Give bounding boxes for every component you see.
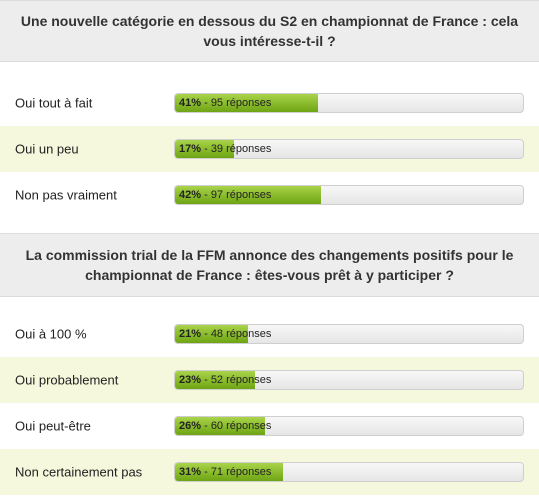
result-count: 48 réponses — [210, 328, 272, 340]
result-bar: 26% - 60 réponses — [174, 416, 524, 436]
option-label: Oui probablement — [15, 372, 119, 388]
result-percent: 17% — [179, 143, 202, 155]
result-bar: 42% - 97 réponses — [174, 185, 524, 205]
result-bar-fill — [175, 186, 322, 204]
result-percent: 42% — [179, 189, 202, 201]
poll-2-question: La commission trial de la FFM annonce de… — [0, 233, 539, 297]
option-label: Oui peut-être — [15, 418, 91, 434]
result-bar-fill — [175, 94, 318, 112]
result-text: 42% - 97 réponses — [179, 189, 272, 201]
result-bar-fill — [175, 371, 256, 389]
result-percent: 26% — [179, 420, 202, 432]
option-label: Oui tout à fait — [15, 95, 93, 111]
result-count: 95 réponses — [210, 97, 272, 109]
result-percent: 31% — [179, 466, 202, 478]
poll-2-option-2: Oui probablement 23% - 52 réponses — [0, 357, 539, 403]
poll-2-question-text: La commission trial de la FFM annonce de… — [25, 247, 514, 283]
result-text: 31% - 71 réponses — [179, 466, 272, 478]
poll-1-question-text: Une nouvelle catégorie en dessous du S2 … — [20, 13, 519, 49]
option-label: Non certainement pas — [15, 464, 143, 480]
poll-1-option-1: Oui tout à fait 41% - 95 réponses — [0, 80, 539, 126]
result-percent: 41% — [179, 97, 202, 109]
result-bar: 41% - 95 réponses — [174, 93, 524, 113]
result-percent: 23% — [179, 374, 202, 386]
poll-1-option-3: Non pas vraiment 42% - 97 réponses — [0, 172, 539, 218]
result-count: 71 réponses — [210, 466, 272, 478]
option-label: Oui un peu — [15, 141, 79, 157]
poll-2: La commission trial de la FFM annonce de… — [0, 233, 539, 297]
result-text: 17% - 39 réponses — [179, 143, 272, 155]
result-bar: 21% - 48 réponses — [174, 324, 524, 344]
poll-2-option-4: Non certainement pas 31% - 71 réponses — [0, 449, 539, 495]
result-text: 21% - 48 réponses — [179, 328, 272, 340]
option-label: Non pas vraiment — [15, 187, 117, 203]
result-percent: 21% — [179, 328, 202, 340]
result-text: 23% - 52 réponses — [179, 374, 272, 386]
poll-1: Une nouvelle catégorie en dessous du S2 … — [0, 0, 539, 62]
result-text: 41% - 95 réponses — [179, 97, 272, 109]
result-bar-fill — [175, 325, 249, 343]
result-bar: 23% - 52 réponses — [174, 370, 524, 390]
result-bar-fill — [175, 463, 283, 481]
result-bar-fill — [175, 140, 235, 158]
poll-1-option-2: Oui un peu 17% - 39 réponses — [0, 126, 539, 172]
result-count: 39 réponses — [210, 143, 272, 155]
result-count: 60 réponses — [210, 420, 272, 432]
result-bar-fill — [175, 417, 266, 435]
option-label: Oui à 100 % — [15, 326, 87, 342]
poll-1-question: Une nouvelle catégorie en dessous du S2 … — [0, 0, 539, 62]
result-count: 97 réponses — [210, 189, 272, 201]
result-count: 52 réponses — [210, 374, 272, 386]
result-bar: 31% - 71 réponses — [174, 462, 524, 482]
result-bar: 17% - 39 réponses — [174, 139, 524, 159]
poll-2-option-3: Oui peut-être 26% - 60 réponses — [0, 403, 539, 449]
poll-2-option-1: Oui à 100 % 21% - 48 réponses — [0, 311, 539, 357]
result-text: 26% - 60 réponses — [179, 420, 272, 432]
